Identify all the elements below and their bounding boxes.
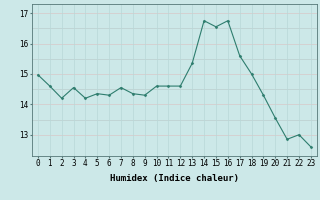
X-axis label: Humidex (Indice chaleur): Humidex (Indice chaleur) [110, 174, 239, 183]
